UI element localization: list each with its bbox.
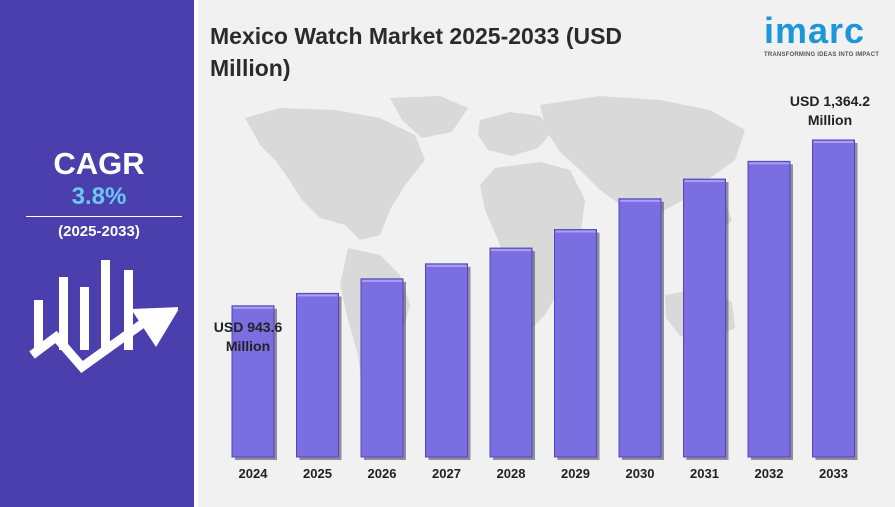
x-tick-label-2029: 2029 xyxy=(561,466,590,481)
chart-title: Mexico Watch Market 2025-2033 (USD Milli… xyxy=(210,23,623,81)
x-tick-label-2031: 2031 xyxy=(690,466,719,481)
bar-2025 xyxy=(296,292,339,458)
bar-top-highlight xyxy=(555,230,596,233)
x-tick-label-2032: 2032 xyxy=(755,466,784,481)
last-value-text: USD 1,364.2 xyxy=(789,93,871,109)
bar-2030 xyxy=(618,198,662,458)
last-value-unit: Million xyxy=(807,112,853,128)
bar-2033 xyxy=(812,139,855,458)
bar-top-highlight xyxy=(233,306,273,309)
bar-top-highlight xyxy=(813,141,854,143)
bar-top-highlight xyxy=(749,162,789,165)
cagr-value: 3.8% xyxy=(71,183,127,210)
logo-text: imarc xyxy=(764,10,866,51)
first-value-text: USD 943.6 xyxy=(213,319,283,335)
bar-top-highlight xyxy=(426,264,467,267)
bar-2028 xyxy=(489,247,533,458)
x-tick-label-2030: 2030 xyxy=(626,466,655,481)
bar-top-highlight xyxy=(491,249,531,252)
growth-chart-arrow-icon xyxy=(29,260,178,374)
sidebar-panel: CAGR 3.8% (2025-2033) xyxy=(0,0,198,507)
first-value-annotation: USD 943.6 Million xyxy=(198,318,298,356)
first-value-unit: Million xyxy=(225,338,271,354)
bar-2031 xyxy=(683,178,726,458)
last-value-annotation: USD 1,364.2 Million xyxy=(780,92,880,130)
bar-top-highlight xyxy=(684,180,725,183)
bar-2032 xyxy=(747,160,791,458)
bar-2024 xyxy=(231,305,275,458)
bar-top-highlight xyxy=(620,199,660,202)
x-tick-label-2027: 2027 xyxy=(432,466,461,481)
bar-top-highlight xyxy=(297,294,338,297)
bar-2027 xyxy=(425,263,468,458)
x-tick-label-2024: 2024 xyxy=(239,466,269,481)
bar-2026 xyxy=(360,278,404,458)
logo-tagline: TRANSFORMING IDEAS INTO IMPACT xyxy=(764,52,880,58)
x-tick-label-2028: 2028 xyxy=(497,466,526,481)
bar-chart: 2024 2025 2026 2027 2028 2029 2030 2031 2032 2033 xyxy=(231,139,858,481)
bar-2029 xyxy=(554,229,597,458)
cagr-period: (2025-2033) xyxy=(58,223,140,240)
cagr-label: CAGR xyxy=(53,146,145,181)
imarc-logo: imarc TRANSFORMING IDEAS INTO IMPACT xyxy=(760,8,885,60)
x-tick-label-2025: 2025 xyxy=(303,466,332,481)
cagr-divider xyxy=(26,216,182,217)
x-tick-label-2033: 2033 xyxy=(819,466,848,481)
bar-top-highlight xyxy=(362,279,402,282)
x-tick-label-2026: 2026 xyxy=(368,466,397,481)
